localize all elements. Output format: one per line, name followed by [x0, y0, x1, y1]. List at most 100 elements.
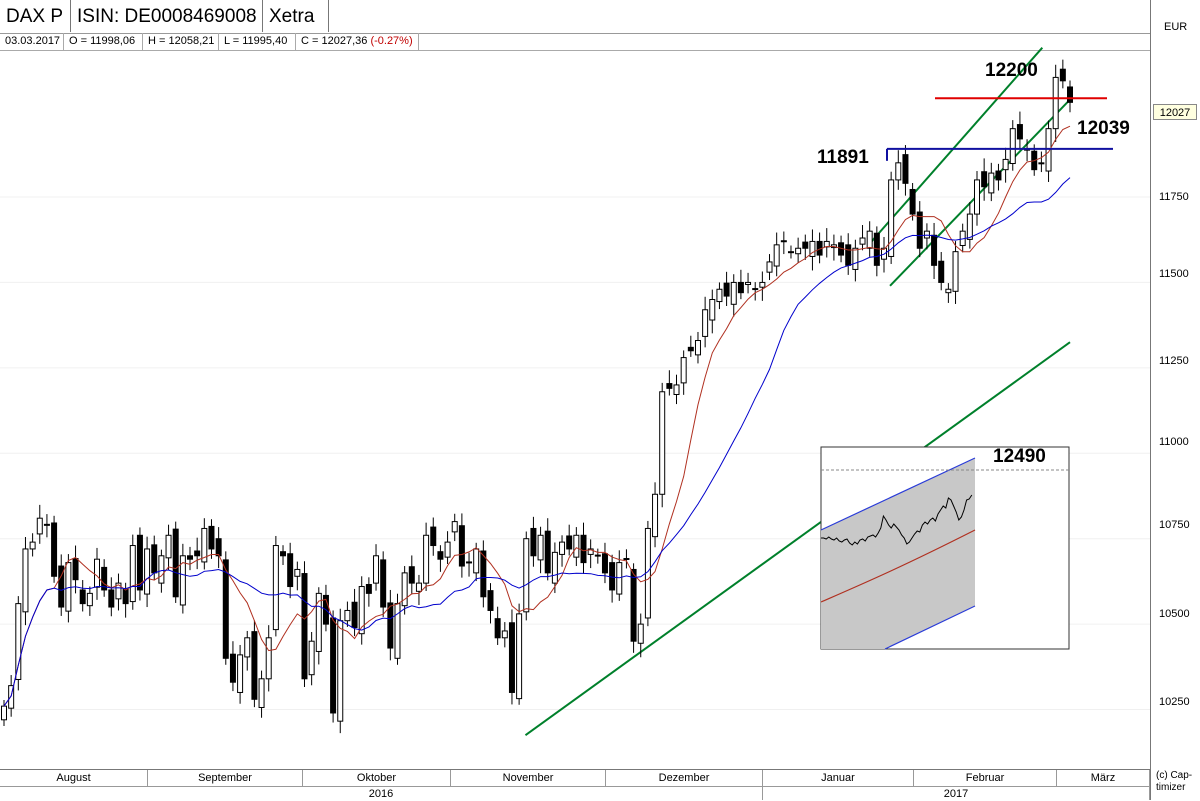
annotation-label: 11891	[817, 147, 869, 168]
month-label: Januar	[763, 770, 914, 786]
month-label: Oktober	[303, 770, 451, 786]
annotation-label: 12490	[993, 446, 1046, 467]
trendline	[524, 341, 1071, 736]
candle-body	[258, 678, 265, 708]
candle-body	[51, 522, 58, 577]
candle-body	[208, 525, 215, 550]
chart-header: DAX P ISIN: DE0008469008 Xetra	[0, 0, 1150, 34]
candle-body	[215, 538, 222, 557]
copyright-line: (c) Cap-	[1156, 770, 1193, 781]
candle-body	[945, 288, 952, 294]
candle-body	[1052, 76, 1059, 130]
candle-body	[94, 558, 101, 588]
inset-lower-band	[884, 605, 976, 650]
candle-body	[1009, 128, 1016, 165]
candle-body	[86, 592, 93, 607]
candle-body	[365, 583, 372, 594]
candle-body	[237, 654, 244, 693]
candle-body	[494, 618, 501, 639]
candle-body	[358, 586, 365, 635]
inset-ma-line	[820, 529, 976, 603]
candle-body	[229, 653, 236, 683]
candle-body	[222, 559, 229, 659]
high-label: H = 12058,21	[143, 33, 219, 50]
y-tick-label: 10500	[1159, 608, 1190, 620]
candle-body	[559, 541, 566, 555]
candle-body	[587, 548, 594, 555]
candle-body	[909, 188, 916, 215]
candle-body	[716, 288, 723, 303]
candle-body	[530, 527, 537, 557]
candle-body	[65, 562, 72, 612]
copyright-line: timizer	[1156, 782, 1186, 793]
copyright: (c) Cap-timizer	[1156, 770, 1192, 794]
candle-body	[43, 523, 50, 526]
time-axis: August September Oktober November Dezemb…	[0, 769, 1150, 801]
candle-body	[923, 230, 930, 239]
price-chart: 12200 11891 12039 12490	[0, 47, 1150, 736]
candle-body	[902, 154, 909, 184]
candle-body	[444, 541, 451, 558]
month-label: November	[451, 770, 606, 786]
currency-label: EUR	[1164, 21, 1188, 33]
candle-body	[8, 685, 15, 709]
close-label: C = 12027,36 (-0.27%)	[296, 33, 419, 50]
candle-body	[680, 357, 687, 384]
trendline	[870, 47, 1044, 243]
candle-body	[251, 631, 258, 700]
candle-body	[294, 568, 301, 577]
candle-body	[995, 170, 1002, 181]
candle-body	[802, 241, 809, 249]
candle-body	[916, 211, 923, 249]
date-label: 03.03.2017	[0, 33, 64, 50]
candle-body	[129, 545, 136, 603]
candle-body	[666, 383, 673, 389]
candle-body	[423, 534, 430, 584]
candle-body	[594, 554, 601, 557]
candle-body	[551, 551, 558, 584]
candle-body	[165, 534, 172, 559]
moving-averages	[3, 125, 1071, 707]
candle-body	[687, 346, 694, 352]
candle-body	[616, 562, 623, 595]
candle-body	[745, 281, 752, 285]
candle-body	[702, 309, 709, 337]
year-label: 2017	[763, 786, 1150, 800]
y-tick-label: 11750	[1159, 191, 1189, 203]
slow-ma-line	[3, 177, 1071, 707]
candle-body	[179, 555, 186, 606]
candle-body	[408, 566, 415, 584]
candle-body	[394, 603, 401, 659]
candle-body	[351, 601, 358, 629]
candle-body	[480, 550, 487, 598]
candle-body	[895, 162, 902, 181]
annotation-label: 12039	[1077, 118, 1130, 139]
candle-body	[58, 565, 65, 608]
candle-body	[508, 622, 515, 693]
candle-body	[36, 517, 43, 535]
candle-body	[1059, 68, 1066, 82]
candle-body	[287, 553, 294, 588]
candle-body	[1016, 124, 1023, 140]
inset-chart	[820, 446, 1070, 650]
y-tick-label: 11000	[1159, 436, 1189, 448]
month-label: September	[148, 770, 303, 786]
candle-body	[265, 637, 272, 680]
candle-body	[544, 530, 551, 574]
candle-body	[580, 534, 587, 564]
candle-body	[122, 588, 129, 605]
candle-body	[952, 251, 959, 292]
candle-body	[1067, 86, 1073, 103]
candle-body	[859, 237, 866, 245]
candle-body	[766, 261, 773, 273]
candle-body	[387, 602, 394, 649]
candle-body	[272, 545, 279, 631]
candle-body	[938, 260, 945, 283]
candle-body	[988, 172, 995, 194]
price-levels	[886, 97, 1113, 161]
candle-body	[623, 558, 630, 561]
month-label: März	[1057, 770, 1150, 786]
candle-body	[866, 230, 873, 249]
candle-body	[337, 620, 344, 722]
price-axis	[1150, 0, 1200, 800]
